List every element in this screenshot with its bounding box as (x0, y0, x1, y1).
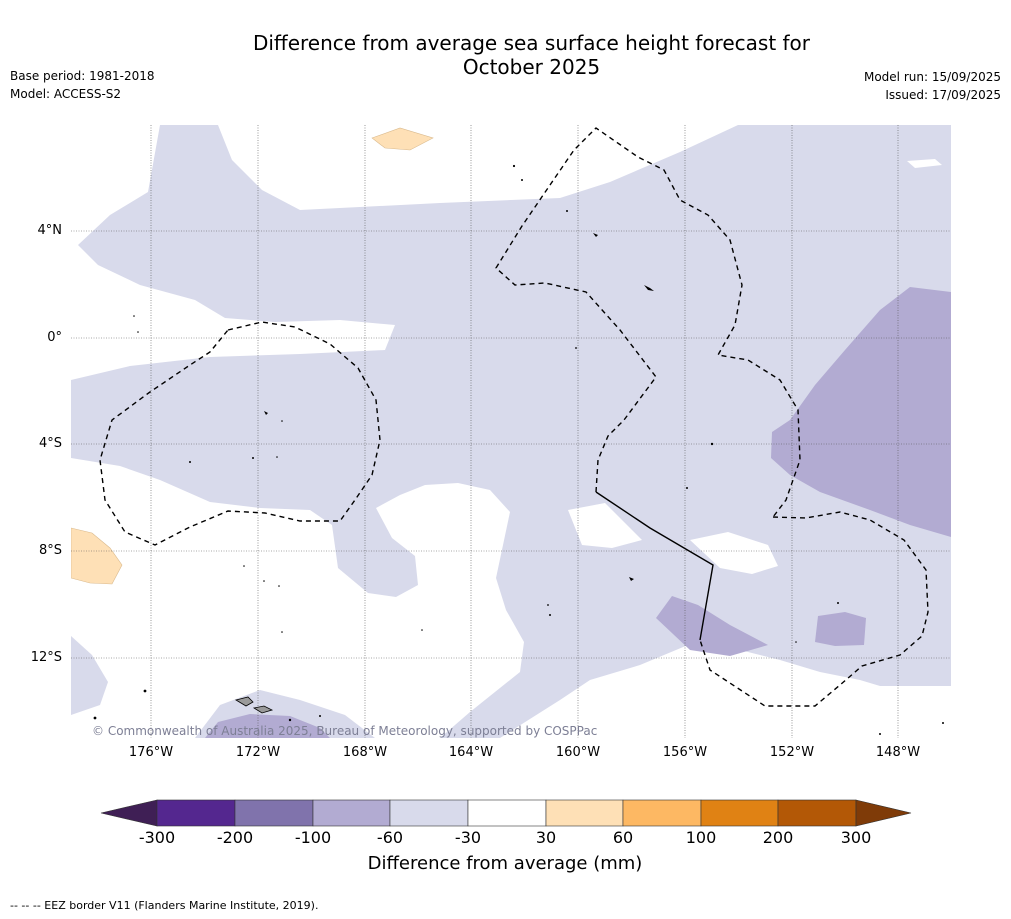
samoa-islands (234, 696, 274, 714)
lat-tick: 0° (47, 330, 62, 345)
colorbar-tick: -30 (454, 828, 482, 847)
lon-tick: 164°W (448, 745, 494, 760)
colorbar-tick: 30 (535, 828, 557, 847)
eez-border-line-islands (699, 511, 929, 707)
lon-tick: 176°W (128, 745, 174, 760)
colorbar-label: Difference from average (mm) (367, 853, 643, 874)
eez-boundary-solid (595, 491, 714, 641)
lat-tick: 12°S (30, 650, 62, 665)
issued-date: Issued: 17/09/2025 (885, 88, 1001, 102)
anomaly-hole (907, 159, 942, 168)
anomaly-region-light (71, 125, 951, 738)
colorbar-segment (777, 799, 857, 827)
lon-tick: 160°W (555, 745, 601, 760)
anomaly-region-medium (815, 612, 866, 646)
colorbar-segment (156, 799, 236, 827)
map-area (71, 125, 951, 738)
colorbar-segment (700, 799, 779, 827)
colorbar-segment (467, 799, 547, 827)
eez-border-tokelau (99, 321, 381, 546)
anomaly-region-medium (205, 714, 330, 738)
base-period: Base period: 1981-2018 (10, 69, 155, 83)
title-line-2: October 2025 (462, 55, 601, 79)
colorbar-tick: -100 (294, 828, 332, 847)
lat-tick: 8°S (38, 543, 62, 558)
lon-tick: 168°W (342, 745, 388, 760)
colorbar (100, 799, 912, 827)
colorbar-tick: -60 (376, 828, 404, 847)
title-line-1: Difference from average sea surface heig… (252, 31, 811, 55)
colorbar-tick: -200 (216, 828, 254, 847)
colorbar-tick: 200 (762, 828, 794, 847)
anomaly-region-positive (371, 127, 434, 151)
anomaly-region-medium (656, 596, 768, 656)
lon-tick: 172°W (235, 745, 281, 760)
colorbar-extend-high (855, 799, 912, 827)
anomaly-region-medium (771, 287, 951, 537)
colorbar-segment (545, 799, 624, 827)
anomaly-hole (568, 503, 642, 548)
colorbar-segment (389, 799, 469, 827)
lon-tick: 148°W (875, 745, 921, 760)
meta-left: Base period: 1981-2018 Model: ACCESS-S2 (10, 67, 155, 103)
grid-lines (71, 125, 951, 738)
chart-title: Difference from average sea surface heig… (180, 31, 883, 79)
lat-tick: 4°N (37, 223, 63, 238)
meta-right: Model run: 15/09/2025 Issued: 17/09/2025 (864, 68, 1001, 104)
lon-tick: 152°W (769, 745, 815, 760)
copyright-notice: © Commonwealth of Australia 2025, Bureau… (92, 724, 598, 738)
eez-legend-footnote: -- -- -- EEZ border V11 (Flanders Marine… (10, 899, 319, 912)
colorbar-extend-low (100, 799, 158, 827)
colorbar-tick: 300 (840, 828, 872, 847)
anomaly-region-positive (71, 527, 123, 585)
colorbar-tick: -300 (138, 828, 176, 847)
islands (93, 164, 944, 735)
lat-tick: 4°S (38, 436, 62, 451)
eez-borders (99, 127, 929, 707)
anomaly-region-light (71, 636, 108, 715)
colorbar-segment (622, 799, 702, 827)
lon-tick: 156°W (662, 745, 708, 760)
model-name: Model: ACCESS-S2 (10, 87, 122, 101)
model-run: Model run: 15/09/2025 (863, 70, 1001, 84)
eez-border-phoenix (495, 127, 801, 518)
colorbar-segment (234, 799, 314, 827)
colorbar-segment (312, 799, 391, 827)
anomaly-hole (690, 532, 778, 574)
colorbar-tick: 60 (612, 828, 634, 847)
colorbar-tick: 100 (685, 828, 717, 847)
